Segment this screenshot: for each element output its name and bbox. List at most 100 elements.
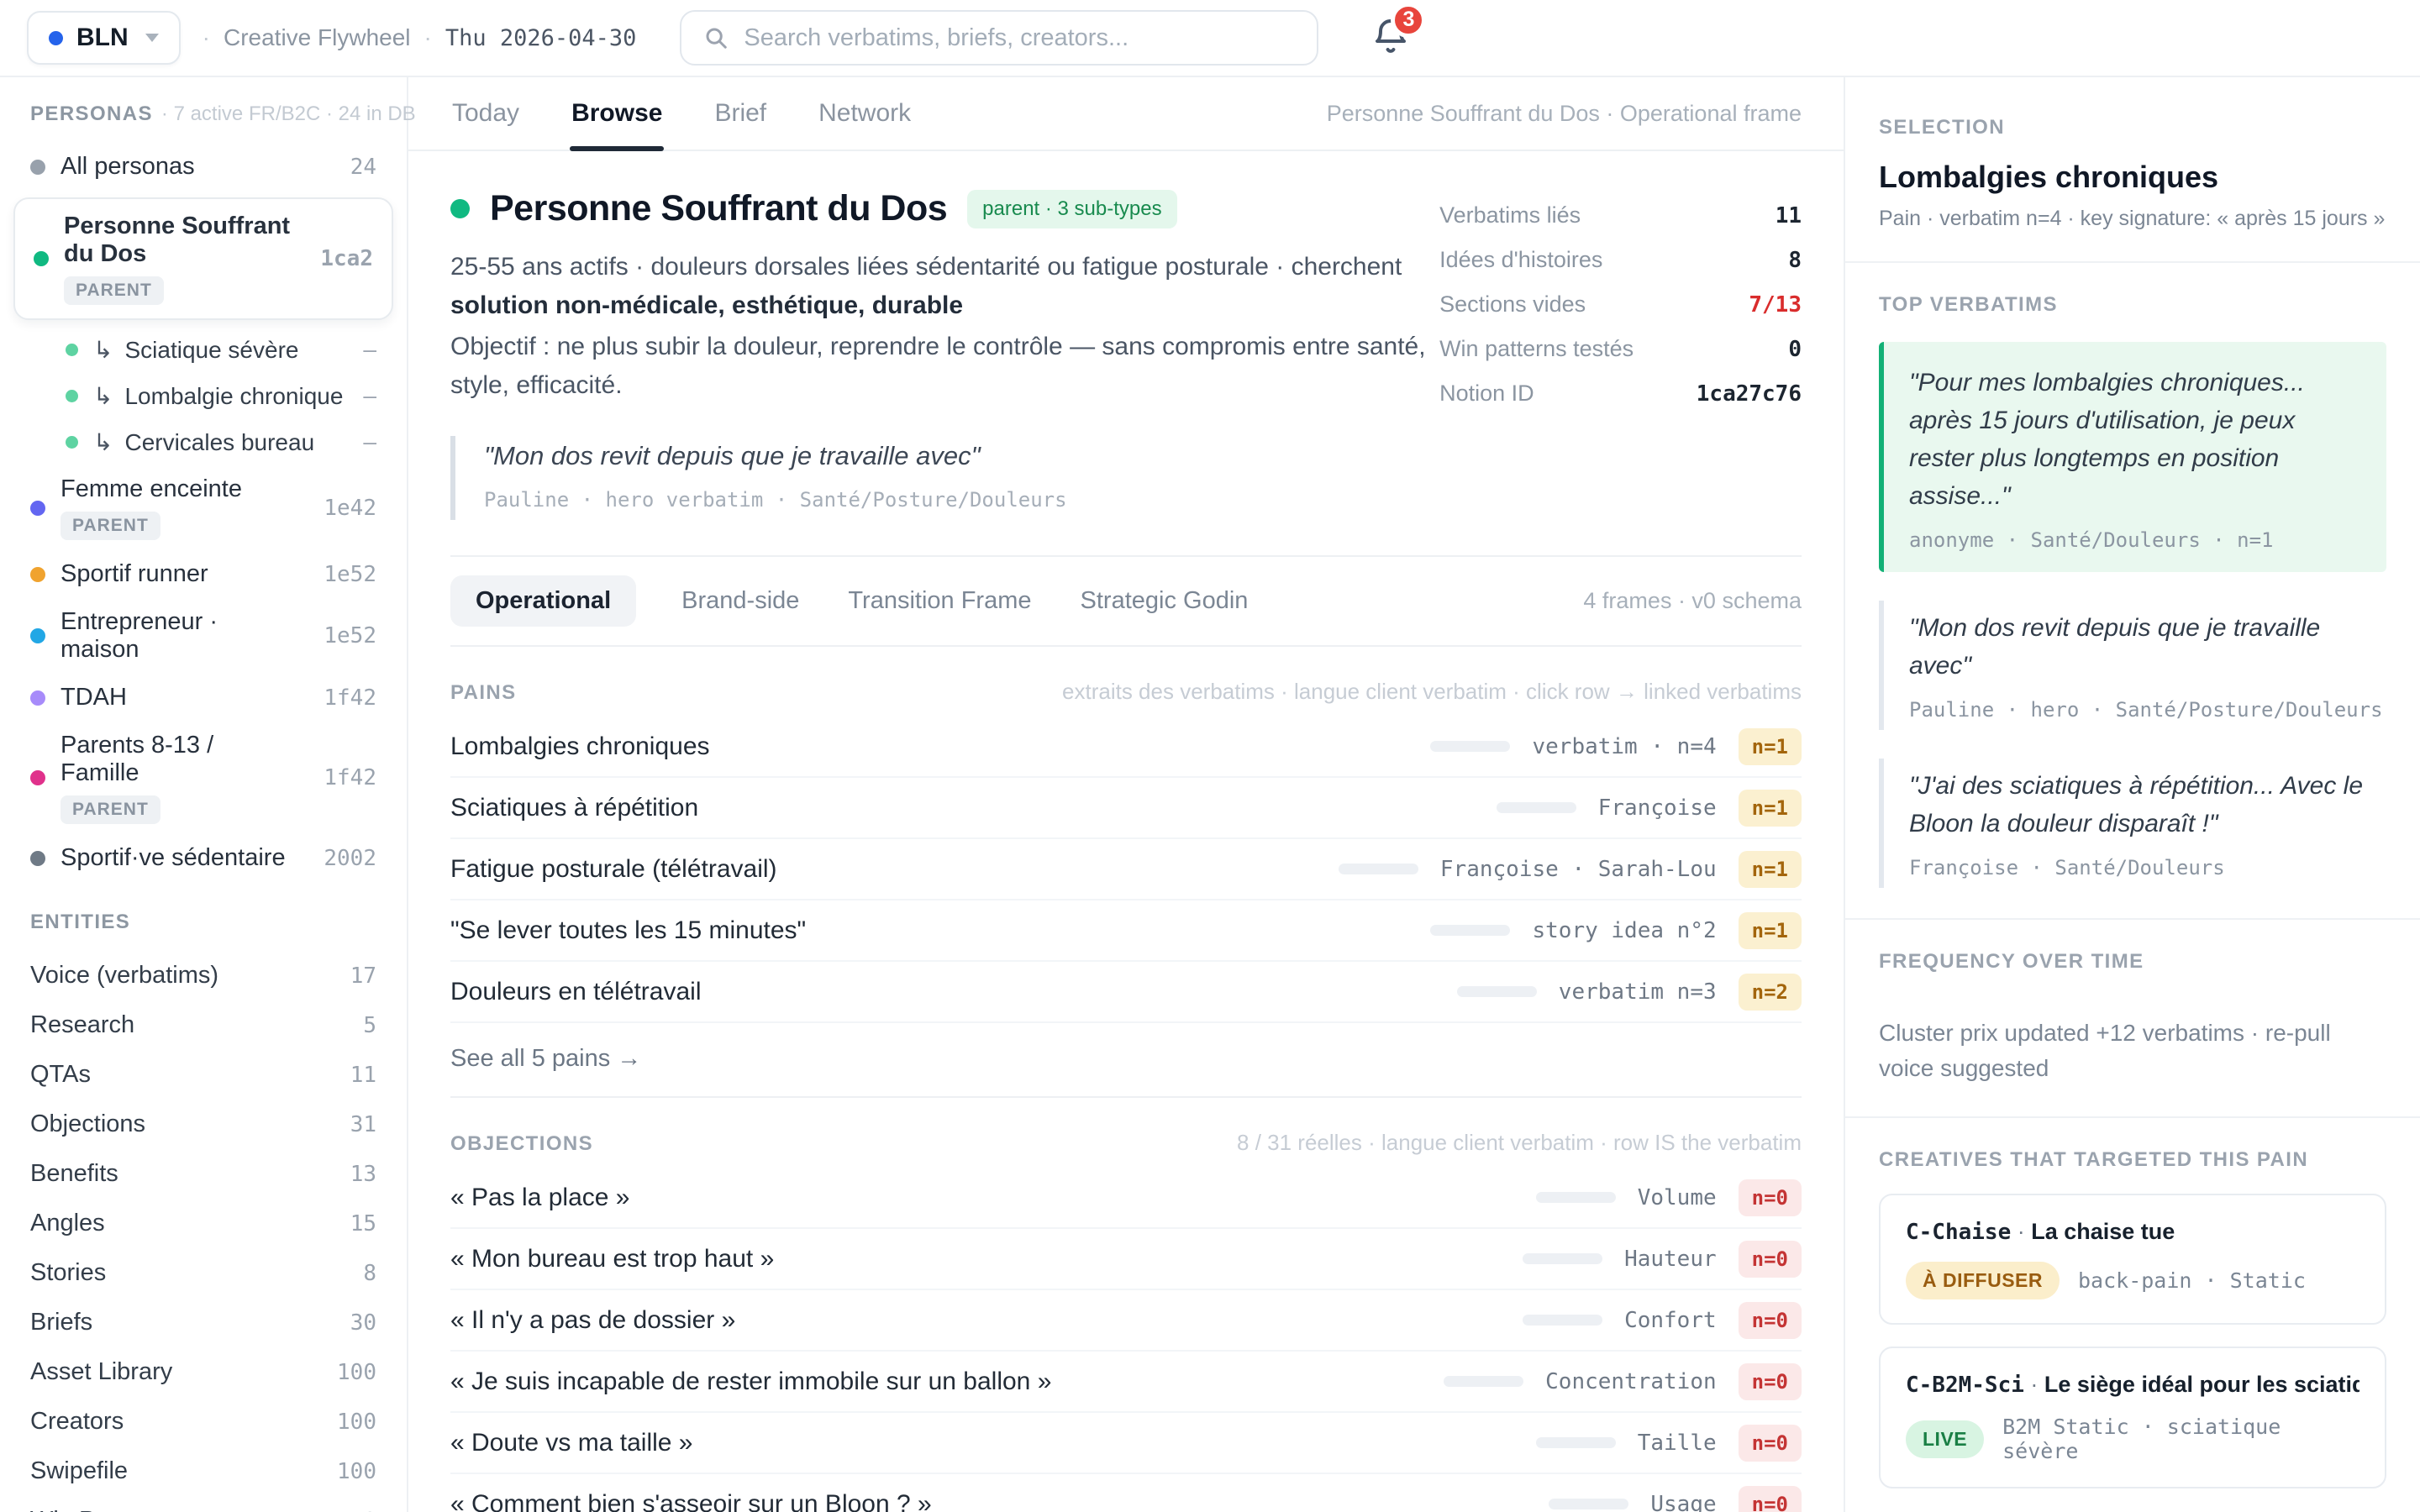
frame-tab[interactable]: Strategic Godin	[1077, 575, 1252, 627]
objections-label: OBJECTIONS	[450, 1132, 594, 1156]
global-search[interactable]	[680, 10, 1319, 66]
sidebar-persona-item[interactable]: Entrepreneur · maison 1e52	[0, 598, 407, 674]
notifications-button[interactable]: 3	[1370, 2, 1427, 60]
objection-title: « Pas la place »	[450, 1183, 630, 1211]
objection-row[interactable]: « Mon bureau est trop haut » Hauteur n=0	[450, 1229, 1802, 1291]
search-input[interactable]	[744, 24, 1296, 52]
persona-count: 1f42	[324, 685, 376, 711]
persona-label: Femme enceinte	[60, 475, 242, 502]
persona-stat-row: Notion ID 1ca27c76	[1439, 371, 1802, 416]
entity-count: 31	[350, 1111, 376, 1137]
sidebar-entity-item[interactable]: Research 5	[0, 1000, 407, 1050]
sidebar-persona-item[interactable]: ↳ Cervicales bureau –	[0, 419, 407, 465]
entity-label: Voice (verbatims)	[30, 962, 219, 989]
sidebar-entity-item[interactable]: Stories 8	[0, 1248, 407, 1298]
sidebar-persona-item[interactable]: Femme enceinte PARENT 1e42	[0, 465, 407, 550]
workspace-switcher[interactable]: BLN	[27, 11, 181, 65]
sidebar-persona-item[interactable]: Parents 8-13 / Famille PARENT 1f42	[0, 722, 407, 834]
objection-row[interactable]: « Je suis incapable de rester immobile s…	[450, 1352, 1802, 1414]
pain-progress-bar	[1456, 986, 1537, 998]
main-body: Personne Souffrant du Dos parent · 3 sub…	[408, 151, 1844, 1512]
main-tab[interactable]: Network	[817, 77, 913, 150]
persona-color-dot	[30, 850, 45, 866]
verbatim-card[interactable]: "Pour mes lombalgies chroniques... après…	[1879, 342, 2386, 572]
parent-badge: PARENT	[64, 276, 164, 305]
quote-meta: Pauline · hero verbatim · Santé/Posture/…	[484, 488, 1067, 512]
pain-row[interactable]: Douleurs en télétravail verbatim n=3 n=2	[450, 962, 1802, 1024]
pain-progress-bar	[1496, 802, 1576, 814]
verbatim-quote: "J'ai des sciatiques à répétition... Ave…	[1909, 772, 2363, 837]
entity-count: 13	[350, 1161, 376, 1187]
sidebar-persona-item[interactable]: Sportif·ve sédentaire 2002	[0, 834, 407, 882]
sidebar-persona-item[interactable]: ↳ Sciatique sévère –	[0, 327, 407, 373]
sidebar-entity-item[interactable]: Benefits 13	[0, 1149, 407, 1199]
selection-label: SELECTION	[1879, 116, 2005, 139]
main-tab[interactable]: Today	[450, 77, 521, 150]
sidebar-persona-item[interactable]: Sportif runner 1e52	[0, 550, 407, 598]
selection-title: Lombalgies chroniques	[1879, 160, 2219, 194]
pains-section-header: PAINS extraits des verbatims · langue cl…	[450, 647, 1802, 717]
pain-row[interactable]: Fatigue posturale (télétravail) François…	[450, 839, 1802, 901]
app-title[interactable]: Creative Flywheel	[223, 24, 411, 50]
hero-verbatim-quote[interactable]: "Mon dos revit depuis que je travaille a…	[450, 436, 1439, 521]
objection-count-badge: n=0	[1738, 1301, 1802, 1339]
creative-card[interactable]: C-B2M-Sci · Le siège idéal pour les scia…	[1879, 1347, 2386, 1488]
verbatim-card[interactable]: "J'ai des sciatiques à répétition... Ave…	[1879, 759, 2386, 888]
stat-label: Win patterns testés	[1439, 336, 1634, 361]
objection-meta: Hauteur	[1624, 1246, 1717, 1272]
entity-count: 100	[337, 1359, 376, 1385]
objection-progress-bar	[1444, 1376, 1524, 1388]
main-tab[interactable]: Browse	[570, 77, 665, 151]
objection-row[interactable]: « Doute vs ma taille » Taille n=0	[450, 1413, 1802, 1475]
sidebar-persona-item[interactable]: All personas 24	[0, 143, 407, 191]
quote-text: "Mon dos revit depuis que je travaille a…	[484, 441, 981, 471]
sidebar-entity-item[interactable]: Asset Library 100	[0, 1347, 407, 1397]
objections-section-header: OBJECTIONS 8 / 31 réelles · langue clien…	[450, 1098, 1802, 1168]
sidebar-entity-item[interactable]: Angles 15	[0, 1199, 407, 1248]
sidebar-persona-item[interactable]: TDAH 1f42	[0, 674, 407, 722]
entity-label: Stories	[30, 1259, 107, 1286]
objection-count-badge: n=0	[1738, 1424, 1802, 1462]
objection-count-badge: n=0	[1738, 1362, 1802, 1400]
sidebar-entity-item[interactable]: Objections 31	[0, 1100, 407, 1149]
entity-label: Briefs	[30, 1309, 93, 1336]
verbatim-card[interactable]: "Mon dos revit depuis que je travaille a…	[1879, 601, 2386, 730]
persona-color-dot	[34, 251, 49, 266]
sub-persona-arrow-icon: ↳	[93, 337, 113, 363]
sidebar-persona-item[interactable]: Personne Souffrant du Dos PARENT 1ca2	[13, 197, 393, 320]
pain-row[interactable]: Sciatiques à répétition Françoise n=1	[450, 778, 1802, 840]
breadcrumb: · Creative Flywheel · Thu 2026-04-30	[203, 24, 637, 51]
creative-meta: back-pain · Static	[2078, 1268, 2306, 1293]
parent-badge: PARENT	[60, 795, 160, 824]
objection-count-badge: n=0	[1738, 1179, 1802, 1216]
sidebar-entity-item[interactable]: Creators 100	[0, 1397, 407, 1446]
pains-label: PAINS	[450, 681, 517, 705]
sidebar-entity-item[interactable]: QTAs 11	[0, 1050, 407, 1100]
pain-count-badge: n=2	[1738, 973, 1802, 1011]
entity-label: Creators	[30, 1408, 124, 1435]
frame-tab[interactable]: Transition Frame	[844, 575, 1034, 627]
creative-title: La chaise tue	[2031, 1219, 2175, 1244]
creative-card[interactable]: C-Chaise · La chaise tue À DIFFUSER back…	[1879, 1194, 2386, 1325]
search-icon	[706, 28, 728, 49]
entity-count: 100	[337, 1409, 376, 1435]
persona-type-badge: parent · 3 sub-types	[967, 189, 1177, 228]
sidebar-entity-item[interactable]: Swipefile 100	[0, 1446, 407, 1496]
pain-row[interactable]: "Se lever toutes les 15 minutes" story i…	[450, 900, 1802, 963]
frame-tab[interactable]: Brand-side	[678, 575, 802, 627]
persona-count: 1e42	[324, 495, 376, 521]
sidebar-entity-item[interactable]: Briefs 30	[0, 1298, 407, 1347]
see-all-pains-link[interactable]: See all 5 pains →	[450, 1023, 1802, 1099]
main-tab[interactable]: Brief	[713, 77, 768, 150]
objection-row[interactable]: « Il n'y a pas de dossier » Confort n=0	[450, 1290, 1802, 1352]
objection-row[interactable]: « Pas la place » Volume n=0	[450, 1168, 1802, 1230]
sidebar-entity-item[interactable]: Win Patterns 0	[0, 1496, 407, 1512]
verbatim-meta: Françoise · Santé/Douleurs	[1909, 856, 2225, 879]
entity-count: 5	[363, 1012, 376, 1038]
objection-row[interactable]: « Comment bien s'asseoir sur un Bloon ? …	[450, 1474, 1802, 1512]
pain-row[interactable]: Lombalgies chroniques verbatim · n=4 n=1	[450, 717, 1802, 779]
sidebar-persona-item[interactable]: ↳ Lombalgie chronique –	[0, 373, 407, 419]
frame-tab[interactable]: Operational	[450, 575, 637, 627]
sidebar-entity-item[interactable]: Voice (verbatims) 17	[0, 951, 407, 1000]
main-tabs-bar: Today Browse Brief Network Personne Souffra…	[408, 77, 1844, 151]
